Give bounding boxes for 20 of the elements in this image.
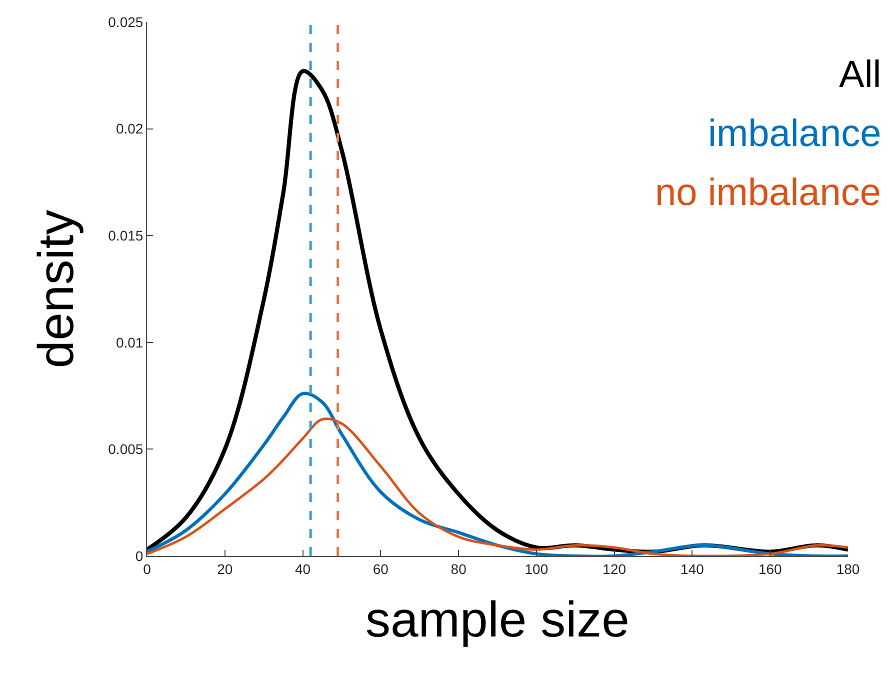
x-tick-label: 160 (758, 560, 782, 577)
x-tick-label: 20 (217, 560, 233, 577)
x-tick-label: 120 (602, 560, 626, 577)
y-tick-label: 0.005 (108, 441, 144, 458)
x-tick-label: 140 (680, 560, 704, 577)
x-tick-label: 180 (836, 560, 860, 577)
text: imbalance (708, 113, 882, 155)
y-tick-label: 0.025 (108, 14, 144, 30)
x-tick-label: 80 (450, 560, 467, 577)
x-tick-label: 40 (294, 560, 311, 577)
y-axis-title: density (28, 210, 84, 368)
y-tick-label: 0.01 (116, 334, 144, 350)
y-tick-label: 0.02 (116, 120, 144, 137)
x-tick-label: 60 (372, 560, 389, 577)
text: no imbalance (655, 172, 882, 214)
y-tick-label: 0.015 (108, 228, 144, 244)
x-axis-title: sample size (366, 591, 630, 648)
x-tick-label: 100 (524, 560, 548, 577)
y-tick-label: 0 (135, 548, 144, 564)
text: All (839, 54, 882, 96)
